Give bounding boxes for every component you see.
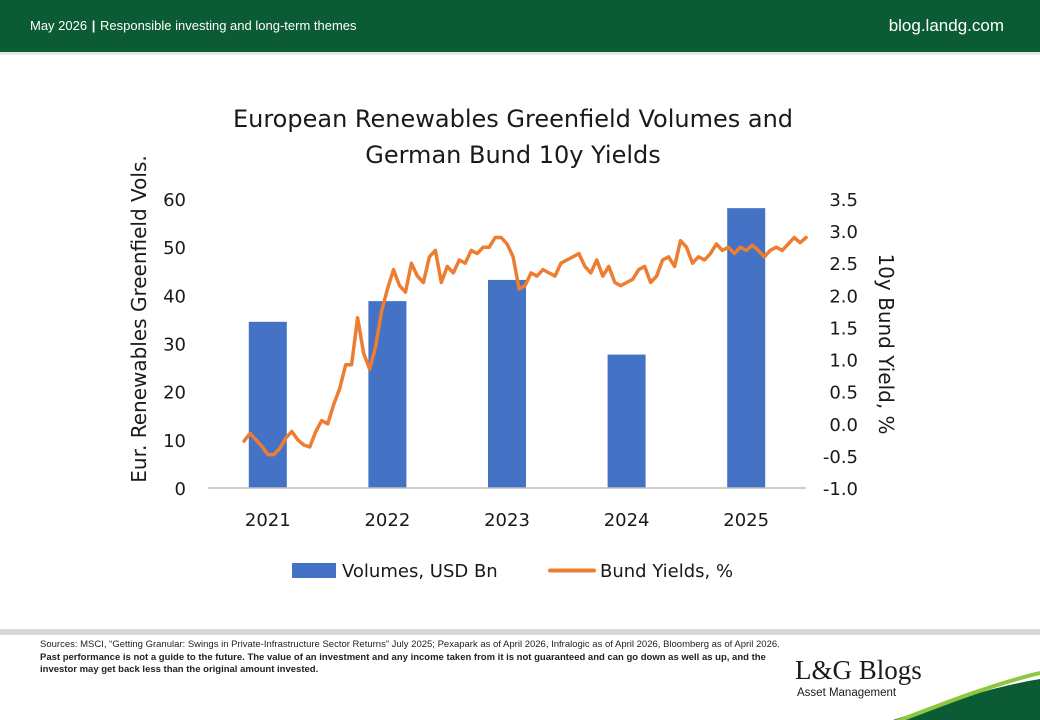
x-tick-label: 2023 [484, 510, 530, 531]
y2-tick-label: 1.0 [829, 351, 858, 372]
header-date: May 2026 [30, 18, 88, 33]
y2-tick-label: -0.5 [823, 447, 858, 468]
header-left: May 2026 | Responsible investing and lon… [30, 18, 357, 33]
y-tick-label: 40 [163, 286, 186, 307]
chart-title-line2: German Bund 10y Yields [365, 141, 661, 169]
plot-area: 2021 2022 2023 2024 2025 0 10 20 30 40 50 60 -1.0 -0.… [163, 190, 858, 531]
y2-axis-label: 10y Bund Yield, % [874, 253, 898, 434]
y2-tick-label: 2.0 [829, 286, 858, 307]
x-tick-label: 2022 [364, 510, 410, 531]
y-tick-label: 60 [163, 190, 186, 211]
sources-citation: Sources: MSCI, “Getting Granular: Swings… [40, 639, 780, 650]
y-tick-label: 20 [163, 383, 186, 404]
legend-label-yields: Bund Yields, % [600, 561, 733, 582]
brand-logo: L&G Blogs [795, 655, 922, 685]
chart-title: European Renewables Greenfield Volumes a… [233, 105, 793, 169]
brand-subtitle: Asset Management [797, 687, 897, 699]
bar-2021 [248, 321, 287, 488]
y2-tick-label: 2.5 [829, 254, 858, 275]
y2-tick-label: 1.5 [829, 318, 858, 339]
disclaimer: Past performance is not a guide to the f… [40, 651, 766, 676]
legend: Volumes, USD Bn Bund Yields, % [292, 561, 733, 582]
brand-swoosh [892, 671, 1040, 720]
y-tick-label: 0 [175, 479, 186, 500]
header-separator: | [91, 18, 96, 33]
legend-label-volumes: Volumes, USD Bn [342, 561, 498, 582]
header-bar: May 2026 | Responsible investing and lon… [0, 0, 1040, 52]
y2-tick-label: -1.0 [823, 479, 858, 500]
y-tick-label: 30 [163, 335, 186, 356]
header-section: Responsible investing and long-term them… [99, 18, 357, 33]
x-tick-label: 2021 [245, 510, 291, 531]
site-link[interactable]: blog.landg.com [888, 16, 1004, 35]
y2-tick-label: 3.0 [829, 222, 858, 243]
y-axis-label: Eur. Renewables Greenfield Vols. [127, 155, 151, 482]
series-line-bund-yields [242, 235, 808, 457]
header-divider [0, 52, 1040, 55]
y2-tick-label: 0.0 [829, 415, 858, 436]
x-tick-label: 2024 [604, 510, 650, 531]
y2-tick-label: 0.5 [829, 383, 858, 404]
x-tick-label: 2025 [723, 510, 769, 531]
y-tick-label: 10 [163, 431, 186, 452]
sources-text: Sources: MSCI, “Getting Granular: Swings… [40, 639, 780, 677]
footer-divider [0, 629, 1040, 635]
y-tick-label: 50 [163, 238, 186, 259]
bar-2022 [368, 301, 407, 488]
bar-2024 [607, 354, 646, 488]
footer: Sources: MSCI, “Getting Granular: Swings… [0, 629, 1040, 720]
chart: European Renewables Greenfield Volumes a… [127, 105, 898, 582]
legend-swatch-volumes [292, 563, 336, 578]
y2-tick-label: 3.5 [829, 190, 858, 211]
bar-2023 [488, 279, 526, 488]
chart-title-line1: European Renewables Greenfield Volumes a… [233, 105, 793, 133]
